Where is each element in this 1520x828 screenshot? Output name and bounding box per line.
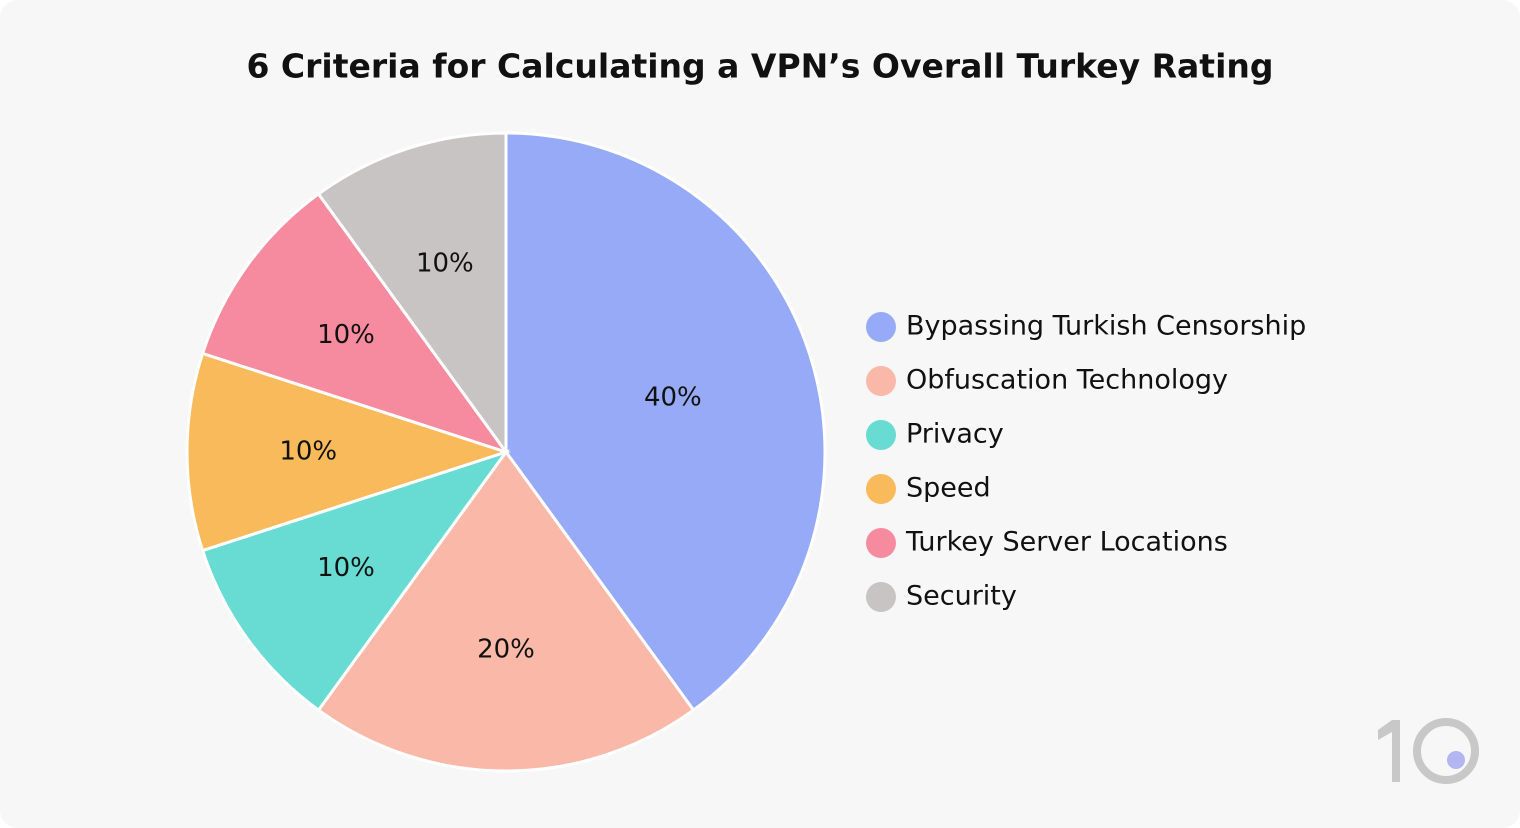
- legend-swatch: [866, 366, 896, 396]
- pie-slice: [185, 351, 511, 553]
- value-label: 20%: [477, 634, 535, 664]
- logo: [1378, 718, 1479, 784]
- legend-swatch: [866, 582, 896, 612]
- pie-slice: [200, 191, 510, 455]
- legend-swatch: [866, 528, 896, 558]
- legend-label: Speed: [906, 473, 991, 504]
- logo-dot: [1447, 751, 1465, 769]
- pie-slice: [504, 131, 827, 713]
- legend-swatch: [866, 474, 896, 504]
- pie-slice: [316, 131, 508, 457]
- legend-swatch: [866, 312, 896, 342]
- legend-swatch: [866, 420, 896, 450]
- legend-label: Security: [906, 581, 1017, 612]
- legend-label: Turkey Server Locations: [905, 527, 1228, 558]
- chart-title: 6 Criteria for Calculating a VPN’s Overa…: [246, 47, 1273, 86]
- legend-label: Obfuscation Technology: [906, 365, 1228, 396]
- pie-slice: [316, 449, 696, 773]
- value-label: 10%: [279, 437, 337, 467]
- value-label: 40%: [644, 382, 702, 412]
- value-label: 10%: [317, 553, 375, 583]
- logo-one: [1378, 720, 1400, 782]
- value-label: 10%: [416, 248, 474, 278]
- logo-ring: [1413, 718, 1479, 784]
- pie-slice: [200, 449, 510, 713]
- legend-label: Privacy: [906, 419, 1004, 450]
- value-label: 10%: [317, 320, 375, 350]
- legend-label: Bypassing Turkish Censorship: [906, 311, 1306, 342]
